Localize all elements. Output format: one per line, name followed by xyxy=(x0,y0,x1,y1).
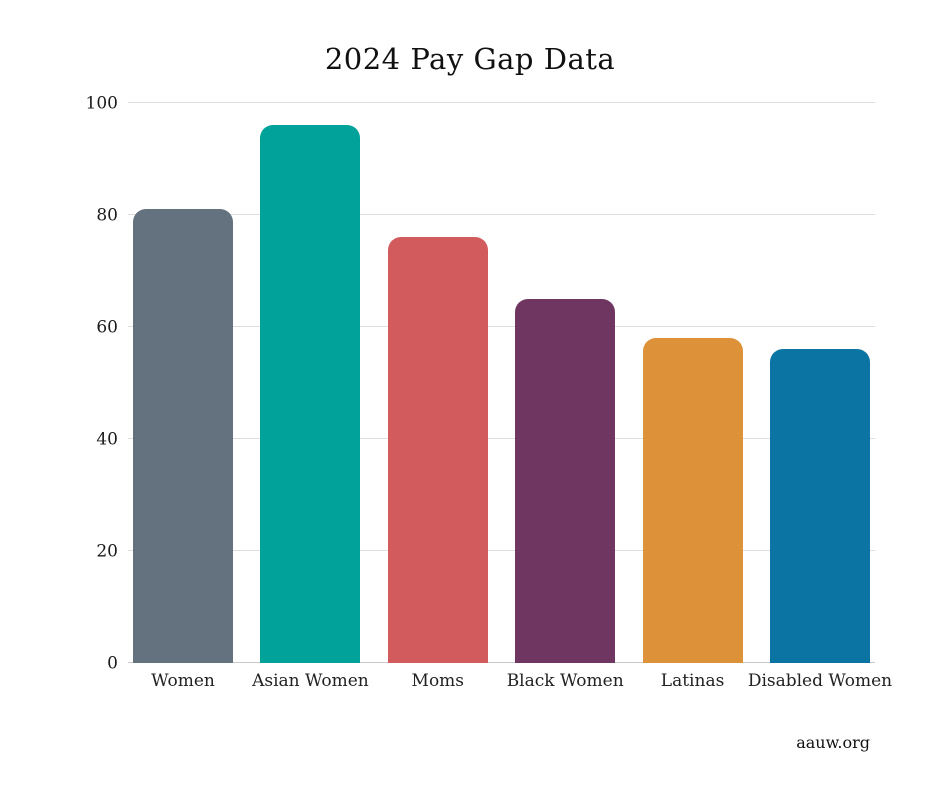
x-axis-label-text: Asian Women xyxy=(252,671,369,691)
y-axis-tick-label: 100 xyxy=(85,93,118,114)
bar-moms xyxy=(387,237,488,663)
bar-black-women xyxy=(515,299,616,663)
x-axis-label-text: Disabled Women xyxy=(747,671,893,691)
gridline-y-0 xyxy=(128,662,875,663)
x-axis-label-text: Black Women xyxy=(506,671,624,691)
gridline-y-20 xyxy=(128,550,875,551)
gridline-y-60 xyxy=(128,326,875,327)
x-axis-labels: Women Asian Women Moms Black Women Latinas Di… xyxy=(128,671,892,691)
bars-row xyxy=(128,103,875,663)
x-axis-label-moms: Moms xyxy=(388,671,488,691)
x-axis-label-latinas: Latinas xyxy=(643,671,743,691)
y-axis-tick-label: 60 xyxy=(96,317,118,338)
x-axis-label-asian-women: Asian Women xyxy=(252,671,369,691)
gridline-y-40 xyxy=(128,438,875,439)
y-axis-tick-label: 80 xyxy=(96,205,118,226)
x-axis-label-text: Women xyxy=(151,671,215,691)
y-axis-tick-label: 40 xyxy=(96,429,118,450)
bar-women xyxy=(133,209,233,663)
chart-title: 2024 Pay Gap Data xyxy=(324,42,616,76)
y-axis-tick-label: 20 xyxy=(96,541,118,562)
gridline-y-100 xyxy=(128,102,875,103)
bar-disabled-women xyxy=(769,349,870,663)
x-axis-label-black-women: Black Women xyxy=(507,671,624,691)
x-axis-label-disabled-women: Disabled Women xyxy=(748,671,892,691)
x-axis-label-text: Latinas xyxy=(660,671,725,691)
bar-latinas xyxy=(642,338,743,663)
attribution-text: aauw.org xyxy=(796,733,870,752)
plot-area: 0 20 40 60 80 100 xyxy=(86,95,875,672)
gridline-y-80 xyxy=(128,214,875,215)
x-axis-label-women: Women xyxy=(133,671,233,691)
bar-asian-women xyxy=(260,125,361,663)
x-axis-label-text: Moms xyxy=(411,671,465,691)
y-axis-tick-label: 0 xyxy=(107,653,118,674)
